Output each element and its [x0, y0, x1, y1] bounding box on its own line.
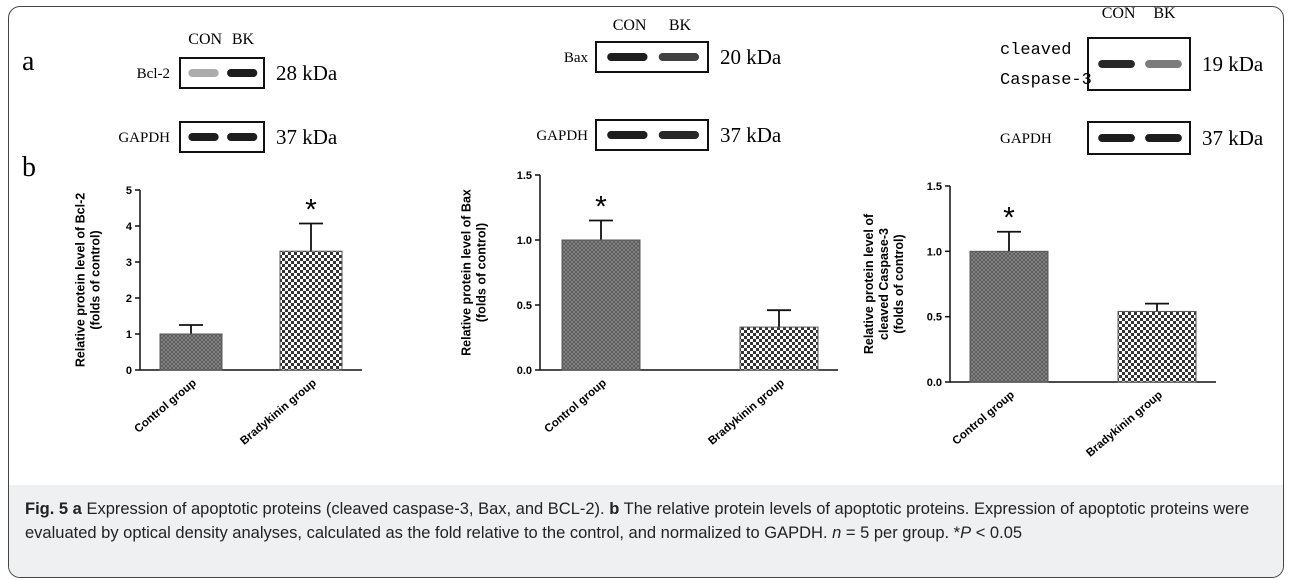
page: abCONBKBcl-228 kDaGAPDH37 kDaCONBKBax20 … — [0, 0, 1292, 580]
caption-text: Expression of apoptotic proteins (cleave… — [82, 500, 609, 518]
caption-text: P — [960, 524, 971, 542]
caption-text: n — [832, 524, 841, 542]
figure-frame: Fig. 5 a Expression of apoptotic protein… — [8, 6, 1284, 578]
caption-text: = 5 per group. * — [841, 524, 960, 542]
caption: Fig. 5 a Expression of apoptotic protein… — [9, 485, 1283, 577]
caption-text: < 0.05 — [971, 524, 1022, 542]
caption-text: b — [609, 500, 619, 518]
caption-text: Fig. 5 a — [25, 500, 82, 518]
